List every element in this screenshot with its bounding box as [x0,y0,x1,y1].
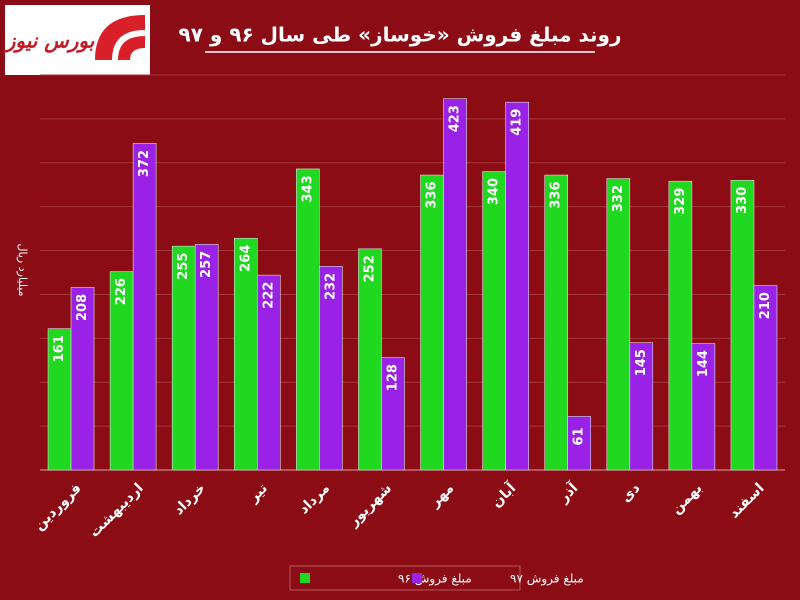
value-label: 222 [261,282,276,309]
bar [381,357,405,471]
bar [319,266,343,471]
value-label: 145 [634,349,649,376]
value-label: 161 [52,335,67,362]
value-label: 372 [137,150,152,177]
value-label: 343 [300,175,315,202]
bar [420,174,444,471]
bar [668,180,693,471]
bar [629,342,654,471]
logo-text: بورس نیوز [3,29,95,54]
bar [194,244,219,471]
value-label: 144 [696,350,711,377]
bar [730,180,755,471]
bar [443,98,467,471]
legend-swatch [412,573,422,583]
value-label: 336 [425,181,440,208]
bar [296,168,320,471]
chart-title: روند مبلغ فروش «خوساز» طی سال ۹۶ و ۹۷ [178,23,621,47]
y-axis-label: میلیارد ریال [16,244,29,297]
legend-label: مبلغ فروش ۹۶ [398,572,472,587]
value-label: 226 [114,278,129,305]
bar [256,274,281,471]
legend-label: مبلغ فروش ۹۷ [510,572,584,587]
logo-icon [95,15,145,60]
bar [505,101,529,471]
bar [544,174,569,471]
value-label: 419 [510,109,525,136]
value-label: 423 [448,105,463,132]
bar [606,178,631,471]
legend-box [289,565,521,591]
value-label: 232 [323,273,338,300]
value-label: 257 [199,251,214,278]
value-label: 340 [487,178,502,205]
bar [132,143,157,471]
bar [70,287,95,471]
bar [567,416,592,471]
value-label: 264 [238,245,253,272]
value-label: 255 [176,253,191,280]
bar [753,285,778,471]
legend-swatch [300,573,310,583]
value-label: 252 [362,255,377,282]
value-label: 329 [673,188,688,215]
value-label: 128 [385,364,400,391]
value-label: 336 [549,181,564,208]
value-label: 330 [735,187,750,214]
value-label: 208 [75,294,90,321]
bar [691,343,716,471]
bar [482,171,506,471]
logo-box [5,5,150,75]
value-label: 61 [572,427,587,445]
value-label: 210 [758,292,773,319]
value-label: 332 [611,185,626,212]
bar [233,237,258,471]
